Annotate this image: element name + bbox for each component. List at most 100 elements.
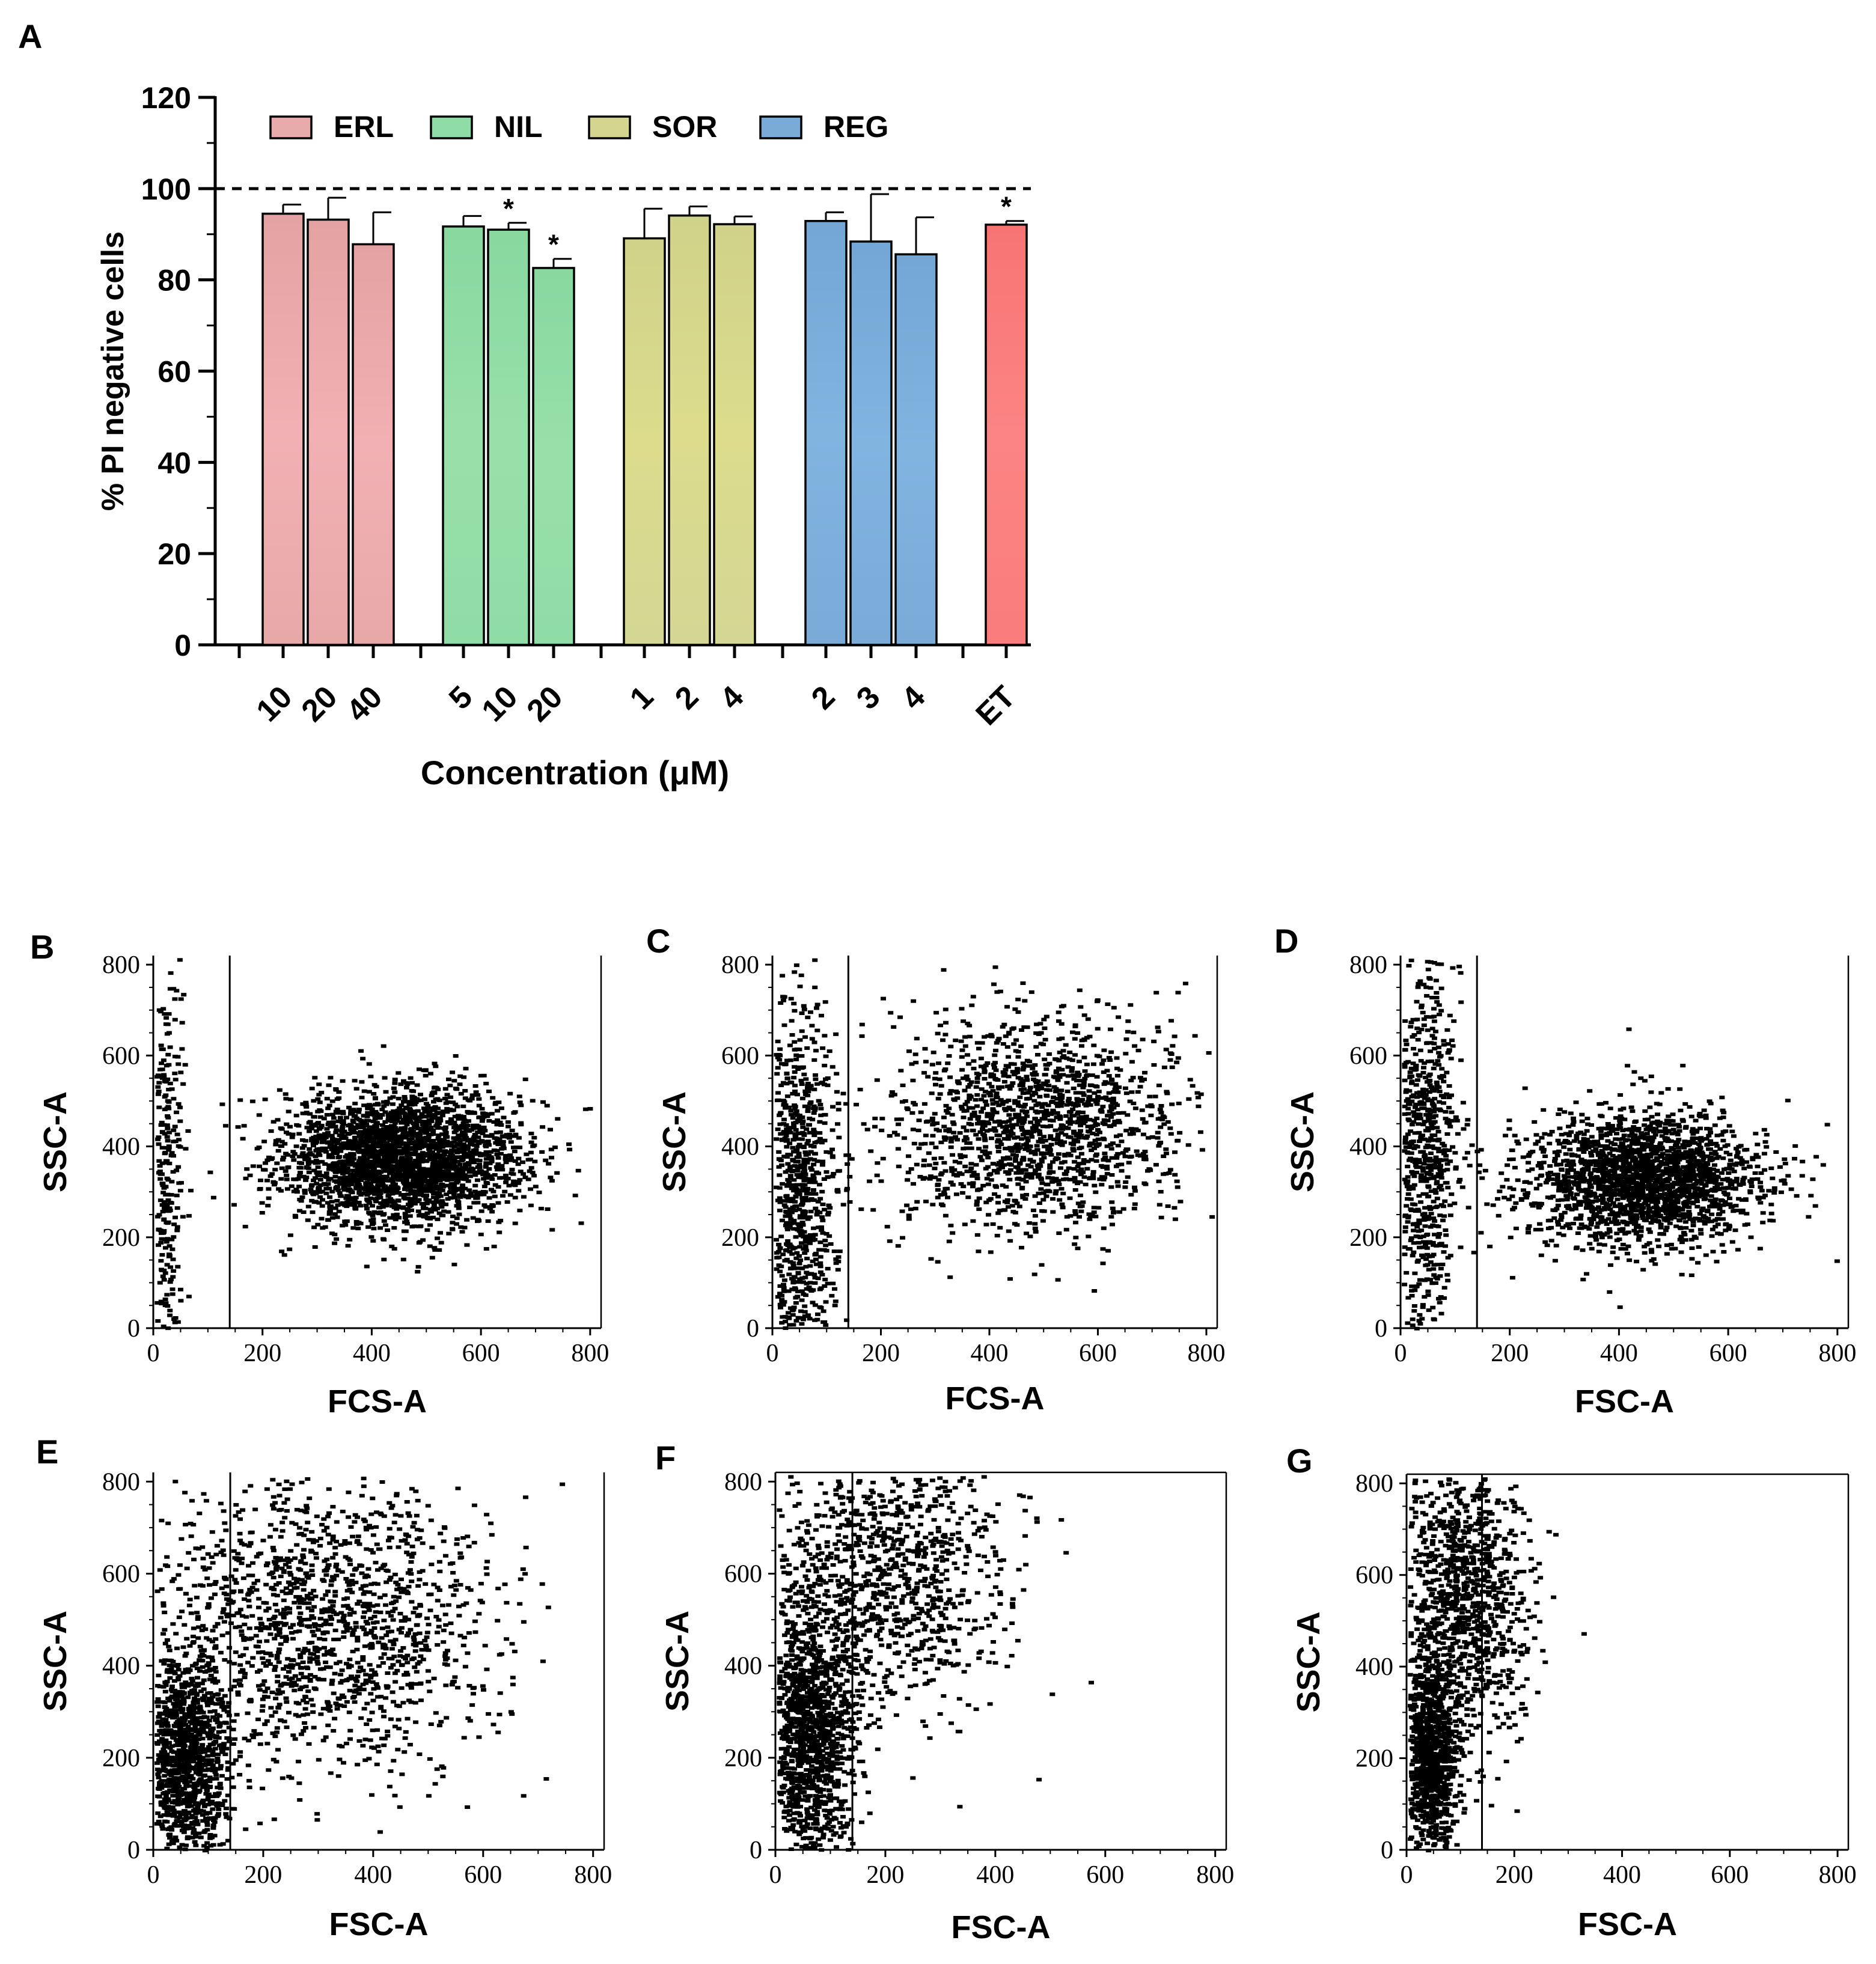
y-tick-label: 600 [721, 1042, 759, 1070]
panel-label-d: D [1274, 922, 1298, 960]
x-tick-label: 4 [713, 679, 751, 716]
x-tick-label: 2 [805, 679, 842, 716]
y-tick-label: 200 [1355, 1745, 1393, 1773]
y-tick-label: 40 [157, 446, 191, 480]
scatter-panel-d: 0 200 400 600 800 0 200 400 600 800 FSC-A SSC-A [1285, 951, 1856, 1420]
scatter-points [777, 1475, 1094, 1852]
x-axis-label: FSC-A [952, 1909, 1051, 1945]
x-tick-label: 0 [1395, 1340, 1407, 1367]
y-tick-label: 0 [127, 1837, 140, 1864]
legend-swatch [430, 115, 473, 139]
y-tick-label: 600 [102, 1042, 140, 1070]
x-tick-label: 400 [970, 1340, 1008, 1367]
y-tick-label: 800 [724, 1468, 762, 1496]
x-tick-label: 400 [1600, 1340, 1638, 1367]
x-tick-label: 400 [1603, 1861, 1641, 1889]
y-tick-label: 400 [1355, 1653, 1393, 1681]
x-tick-label: 800 [574, 1861, 612, 1889]
y-tick-label: 800 [1349, 951, 1387, 979]
scatter-panel-f: 0 200 400 600 800 0 200 400 600 800 FSC-A SSC-A [659, 1468, 1234, 1945]
y-tick-label: 100 [141, 172, 191, 206]
x-axis-label: FSC-A [1575, 1383, 1674, 1420]
y-tick-label: 80 [157, 264, 191, 297]
x-tick-label: 200 [862, 1340, 900, 1367]
x-tick-label: 200 [243, 1340, 281, 1367]
y-tick-label: 0 [1381, 1837, 1393, 1864]
x-tick-label: 600 [1086, 1861, 1124, 1889]
x-tick-label: 800 [1187, 1340, 1225, 1367]
scatter-panel-g: 0 200 400 600 800 0 200 400 600 800 FSC-A SSC-A [1291, 1470, 1857, 1942]
x-tick-label: 600 [462, 1340, 500, 1367]
panel-label-f: F [655, 1439, 676, 1477]
scatter-points [154, 1477, 566, 1853]
x-axis-label: FCS-A [946, 1380, 1045, 1417]
x-tick-label: 400 [353, 1340, 391, 1367]
y-axis-label: SSC-A [37, 1611, 73, 1712]
bar [261, 212, 305, 646]
y-tick-label: 800 [721, 951, 759, 979]
bar [623, 237, 666, 646]
significance-marker: * [503, 193, 514, 224]
y-tick-label: 0 [127, 1315, 140, 1343]
significance-marker: * [1001, 191, 1012, 222]
x-tick-label: 200 [866, 1861, 904, 1889]
bar [804, 219, 848, 646]
y-tick-label: 0 [750, 1837, 762, 1864]
x-tick-label: 0 [1401, 1861, 1413, 1889]
bar [985, 224, 1028, 646]
legend-swatch [588, 115, 631, 139]
x-tick-label: 0 [147, 1861, 160, 1889]
x-tick-label: 400 [354, 1861, 392, 1889]
y-tick-label: 400 [102, 1653, 140, 1680]
x-tick-label: 600 [1711, 1861, 1749, 1889]
y-tick-label: 800 [102, 951, 140, 979]
y-tick-label: 120 [141, 81, 191, 115]
y-axis-label: SSC-A [659, 1611, 695, 1712]
panel-label-g: G [1286, 1442, 1313, 1480]
panel-label-a: A [18, 17, 42, 55]
bar [442, 225, 485, 646]
y-tick-label: 200 [721, 1224, 759, 1252]
x-tick-label: 20 [295, 679, 344, 728]
x-tick-label: 200 [1496, 1861, 1533, 1889]
bar [894, 253, 938, 646]
scatter-panel-b: 0 200 400 600 800 0 200 400 600 800 FCS-A SSC-A [37, 951, 609, 1420]
scatter-points [154, 958, 593, 1331]
x-tick-label: 800 [1196, 1861, 1234, 1889]
y-tick-label: 400 [724, 1653, 762, 1680]
x-axis-label: FCS-A [328, 1383, 427, 1420]
y-tick-label: 0 [174, 629, 191, 662]
legend-swatch [269, 115, 313, 139]
x-tick-label: 600 [464, 1861, 502, 1889]
bar [307, 218, 350, 646]
bar [352, 243, 395, 646]
panel-label-b: B [30, 928, 54, 966]
x-tick-label: 10 [475, 679, 525, 728]
x-tick-label: 40 [340, 679, 390, 728]
x-tick-label: 600 [1709, 1340, 1747, 1367]
bar [487, 228, 530, 646]
bar [532, 267, 575, 646]
y-tick-label: 800 [1355, 1470, 1393, 1498]
y-tick-label: 0 [747, 1315, 759, 1343]
x-tick-label: ET [969, 679, 1022, 732]
x-tick-label: 3 [850, 679, 887, 716]
x-tick-label: 1 [623, 679, 660, 716]
panel-label-e: E [36, 1433, 58, 1471]
legend-swatch [759, 115, 802, 139]
legend-label: SOR [652, 110, 717, 144]
y-tick-label: 600 [724, 1560, 762, 1588]
x-tick-label: 2 [668, 679, 705, 716]
scatter-panel-c: 0 200 400 600 800 0 200 400 600 800 FCS-A SSC-A [656, 951, 1225, 1417]
y-tick-label: 200 [724, 1745, 762, 1772]
x-tick-label: 0 [147, 1340, 160, 1367]
x-tick-label: 200 [244, 1861, 282, 1889]
scatter-panel-e: 0 200 400 600 800 0 200 400 600 800 FSC-A SSC-A [37, 1468, 612, 1942]
y-tick-label: 600 [1355, 1562, 1393, 1590]
legend-label: REG [823, 110, 888, 144]
bar [713, 223, 756, 646]
y-axis-label: SSC-A [37, 1091, 73, 1192]
y-tick-label: 600 [1349, 1042, 1387, 1070]
x-tick-label: 4 [895, 679, 932, 716]
